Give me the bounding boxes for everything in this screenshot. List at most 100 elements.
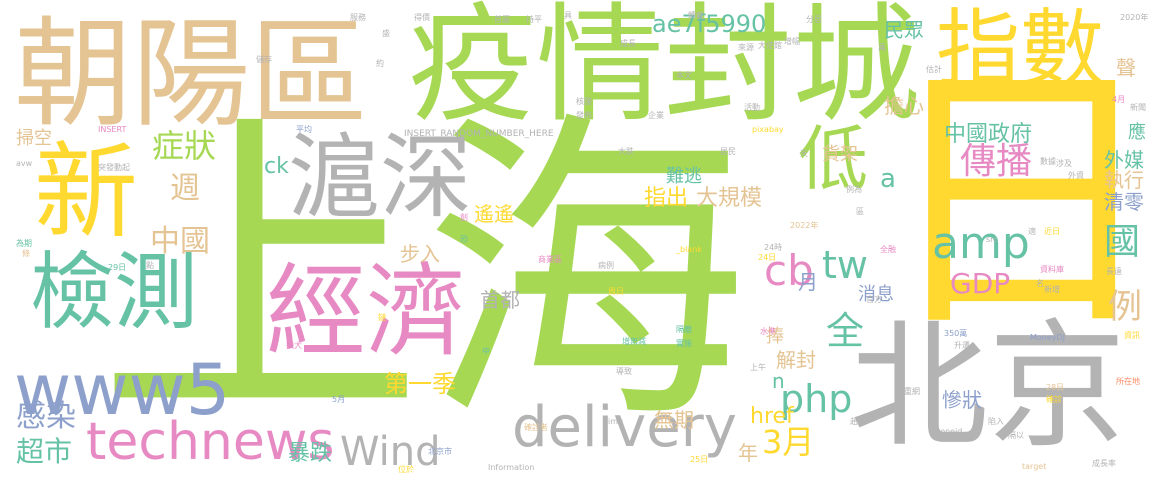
word-sheng: 聲: [1116, 56, 1136, 80]
word-diyiji: 第一季: [384, 370, 456, 398]
word-cb: cb: [764, 246, 814, 295]
word-dadie: 大跌: [618, 147, 634, 156]
word-shuizhun: 水準: [760, 327, 776, 336]
word-buru: 步入: [400, 242, 440, 266]
word-chaoshi: 超市: [16, 435, 73, 468]
word-laiyuan: 來源: [738, 43, 754, 52]
word-technews: technews: [86, 412, 335, 472]
word-jiance: 檢測: [30, 243, 199, 341]
word-fabu: 發佈: [576, 111, 592, 120]
word-avw: avw: [16, 159, 33, 168]
word-danxin: 擔心: [884, 94, 924, 118]
word-chaoyang: 朝陽區: [14, 5, 369, 143]
word-nantao: 難逃: [666, 166, 702, 187]
word-shanghai: 上海: [98, 85, 748, 464]
word-zengwujian: 增無減: [622, 337, 646, 346]
word-shangyequ: 商業區: [538, 255, 562, 264]
word-chuanbo: 傳播: [960, 141, 1033, 182]
word-xin: 新: [34, 131, 139, 253]
word-ganran: 感染: [16, 399, 76, 434]
word-zhongwang: 重網: [904, 387, 920, 396]
word-qiye: 企業: [648, 111, 664, 120]
word-fenju: 分居: [806, 15, 822, 24]
word-sheng2: 盛: [382, 29, 390, 38]
word-350wan: 350萬: [944, 329, 968, 338]
word-suozaidi: 所在地: [1116, 377, 1140, 386]
word-tiao: 條: [22, 249, 30, 258]
word-huodong: 活動: [744, 103, 760, 112]
word-gdp: GDP: [950, 267, 1011, 300]
word-xianru: 陷入: [988, 417, 1004, 426]
word-4yue: 4月: [1112, 95, 1126, 104]
word-hesuan: 核酸: [576, 97, 592, 106]
word-daguimo: 大規模: [696, 186, 763, 211]
word-dashiguan: 大使館: [758, 41, 782, 50]
word-shuju: 數據: [1040, 157, 1056, 166]
word-2022nian: 2022年: [790, 221, 819, 230]
word-chengzhang: 成長: [620, 39, 636, 48]
word-zhou: 週: [170, 171, 200, 206]
word-chucun: 儲存: [256, 55, 272, 64]
word-jinri: 近日: [1044, 227, 1060, 236]
word-tw: tw: [822, 243, 868, 287]
word-zhichu: 指出: [644, 186, 689, 211]
word-wuqi: 無期: [654, 408, 694, 432]
word-target: target: [1022, 462, 1047, 471]
word-quan: 全: [826, 309, 865, 353]
word-yaoyao: 遙遙: [474, 202, 514, 226]
word-di: 低: [798, 118, 868, 200]
word-wind: Wind: [340, 429, 441, 475]
word-zixun: 資訊: [1124, 331, 1140, 340]
word-benwen: 本文: [676, 71, 692, 80]
word-pingjun: 平均: [296, 125, 312, 134]
word-www5: www5: [14, 349, 231, 431]
word-24ri: 24日: [758, 253, 777, 262]
word-canzhuang: 慘狀: [942, 388, 982, 412]
word-chuang: 創: [460, 213, 468, 222]
word-zhishu: 指數: [936, 0, 1105, 98]
word-hushen: 滬深: [288, 124, 473, 231]
word-zhuanzai: 轉載: [688, 11, 704, 20]
word-weiyu: 位於: [398, 465, 414, 474]
word-xiaoxi: 消息: [858, 284, 894, 305]
word-fuwu: 服務: [350, 13, 366, 22]
word-xinzeng: 新增: [1044, 285, 1060, 294]
word-pixabay: pixabay: [752, 125, 784, 134]
word-waimei: 外媒: [1104, 148, 1144, 172]
word-weiqi: 為期: [16, 239, 32, 248]
word-zhaoxin: 趙新: [850, 417, 866, 426]
word-qu: 區: [856, 207, 864, 216]
word-geyi: 隔以: [1008, 431, 1024, 440]
word-www: www: [284, 363, 363, 401]
word-liwei: 例為: [846, 185, 862, 194]
word-2020nian: 2020年: [1120, 13, 1149, 22]
word-beijing: 北京: [850, 306, 1127, 467]
word-moneydj: MoneyDJ: [1030, 333, 1066, 342]
word-insert-random: INSERT_RANDOM_NUMBER_HERE: [404, 129, 554, 139]
word-nian: 年: [738, 441, 758, 465]
word-beijingshi: 北京市: [428, 447, 452, 456]
word-shoudu: 首都: [480, 288, 520, 312]
word-waizi: 外資: [1068, 171, 1084, 180]
word-xinwen: 新聞: [1130, 103, 1146, 112]
word-src: src: [986, 235, 998, 244]
word-amp: amp: [932, 218, 1030, 269]
word-ri: 日: [878, 36, 1163, 368]
word-shishi: 實施: [676, 339, 692, 348]
word-insert: INSERT: [98, 125, 127, 134]
word-qingling: 清零: [1104, 190, 1144, 214]
word-quezhen: 確診: [1046, 395, 1062, 404]
word-lian: 鏈: [378, 313, 386, 322]
word-sheji: 涉及: [1056, 159, 1072, 168]
word-yiqing-fengcheng: 疫情封城: [408, 0, 921, 140]
word-jumin: 居民: [720, 147, 736, 156]
word-php: php: [780, 377, 853, 421]
word-href: href: [750, 404, 794, 429]
word-daozhi: 導致: [616, 367, 632, 376]
word-chengzhanglv: 成長率: [1092, 459, 1116, 468]
word-shi: 適: [1028, 227, 1036, 236]
word-dejia: 得價: [414, 13, 430, 22]
word-shengqian: 升遷: [954, 341, 970, 350]
word-zhengzhuang: 症狀: [152, 127, 217, 165]
word-wan: 萬: [878, 43, 886, 52]
